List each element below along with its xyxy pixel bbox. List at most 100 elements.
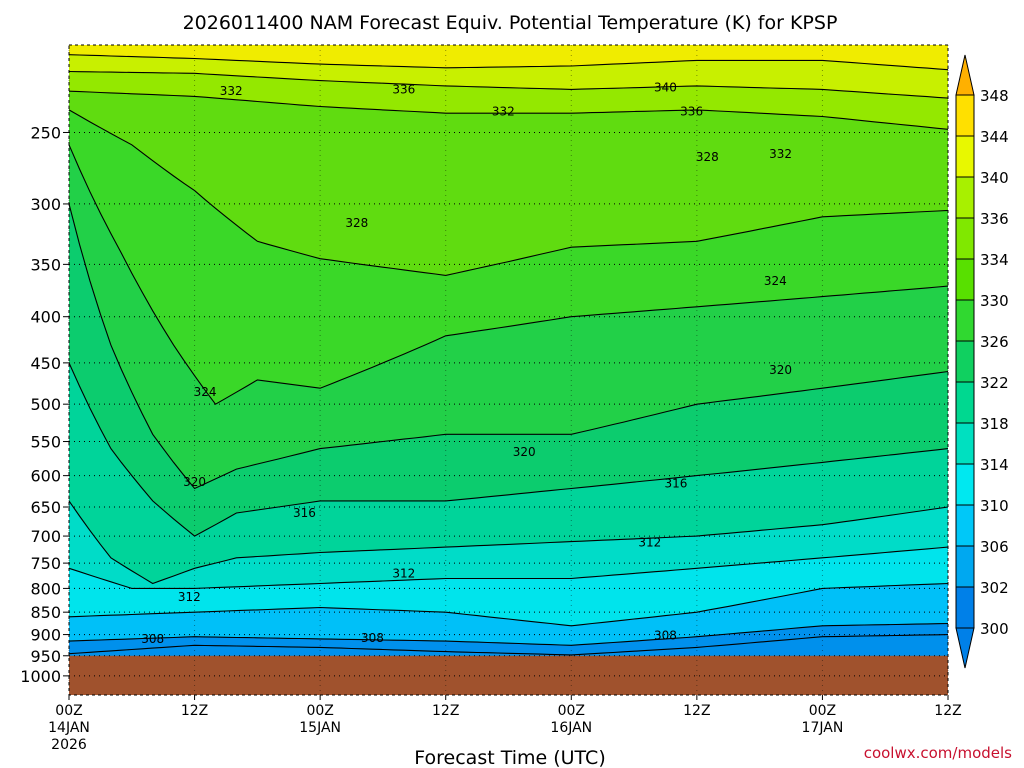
x-tick-label: 16JAN: [550, 720, 592, 736]
colorbar-segment: [955, 176, 975, 219]
contour-label: 320: [769, 363, 792, 377]
colorbar-label: 336: [980, 210, 1009, 228]
contour-label: 328: [696, 150, 719, 164]
contour-label: 312: [178, 590, 201, 604]
contour-line: [68, 54, 949, 71]
contour-label: 308: [361, 631, 384, 645]
contour-label: 324: [764, 274, 787, 288]
y-tick-label: 550: [30, 433, 61, 452]
y-tick-label: 650: [30, 498, 61, 517]
colorbar-label: 326: [980, 333, 1009, 351]
x-axis-label: Forecast Time (UTC): [414, 747, 605, 768]
contour-label: 324: [194, 385, 217, 399]
x-tick-label: 17JAN: [802, 720, 844, 736]
y-tick-label: 600: [30, 467, 61, 486]
y-tick-label: 1000: [20, 667, 61, 686]
ground-area: [69, 655, 948, 695]
colorbar-label: 348: [980, 87, 1009, 105]
colorbar-label: 340: [980, 169, 1009, 187]
y-tick-label: 300: [30, 195, 61, 214]
y-tick-label: 250: [30, 123, 61, 142]
contour-line: [68, 109, 949, 276]
contour-line: [68, 622, 949, 646]
x-tick-label: 15JAN: [299, 720, 341, 736]
colorbar-label: 334: [980, 251, 1009, 269]
contour-label: 308: [654, 628, 677, 642]
contour-line: [68, 90, 949, 130]
colorbar: 348 344 340 336 334 330 326 322 318 314 310 306 302 3…: [955, 54, 1009, 669]
contour-line: [68, 500, 949, 585]
x-tick-label: 00Z: [306, 703, 333, 719]
colorbar-segment: [955, 217, 975, 260]
contour-label: 336: [680, 105, 703, 119]
colorbar-label: 322: [980, 374, 1009, 392]
contour-label: 308: [141, 632, 164, 646]
y-tick-label: 800: [30, 579, 61, 598]
colorbar-bottom-arrow: [955, 627, 975, 669]
contour-line: [68, 362, 949, 537]
contour-label: 340: [654, 81, 677, 95]
contour-label: 312: [638, 536, 661, 550]
colorbar-segment: [955, 135, 975, 178]
contour-label: 320: [183, 475, 206, 489]
colorbar-label: 310: [980, 497, 1009, 515]
colorbar-segment: [955, 94, 975, 137]
colorbar-segment: [955, 340, 975, 383]
contour-label: 336: [392, 82, 415, 96]
contour-line: [68, 203, 949, 490]
y-tick-label: 750: [30, 554, 61, 573]
x-tick-label: 12Z: [683, 703, 710, 719]
contour-line: [68, 70, 949, 99]
contour-line: [68, 582, 949, 627]
colorbar-segment: [955, 258, 975, 301]
colorbar-label: 302: [980, 579, 1009, 597]
x-tick-label: 00Z: [809, 703, 836, 719]
contour-line: [68, 144, 949, 405]
contour-label: 316: [293, 506, 316, 520]
plot-frame: [68, 44, 949, 696]
colorbar-segment: [955, 545, 975, 588]
contour-label: 332: [220, 84, 243, 98]
colorbar-label: 314: [980, 456, 1009, 474]
y-tick-label: 500: [30, 395, 61, 414]
contour-line: [68, 634, 949, 656]
colorbar-label: 300: [980, 620, 1009, 638]
contour-line: [68, 546, 949, 589]
contour-label: 332: [769, 147, 792, 161]
y-tick-label: 950: [30, 647, 61, 666]
x-tick-label: 00Z: [55, 703, 82, 719]
contour-label: 332: [492, 105, 515, 119]
x-tick-label: 00Z: [558, 703, 585, 719]
colorbar-segment: [955, 381, 975, 424]
colorbar-segment: [955, 299, 975, 342]
y-tick-label: 700: [30, 527, 61, 546]
contour-label: 316: [664, 476, 687, 490]
colorbar-label: 318: [980, 415, 1009, 433]
x-tick-label: 12Z: [432, 703, 459, 719]
contour-label: 320: [513, 445, 536, 459]
colorbar-label: 344: [980, 128, 1009, 146]
y-tick-label: 450: [30, 354, 61, 373]
y-axis: 250 300 350 400 450 500 550 600 650 700 750 800 850 9…: [20, 123, 69, 686]
y-tick-label: 900: [30, 626, 61, 645]
colorbar-label: 306: [980, 538, 1009, 556]
y-tick-label: 850: [30, 603, 61, 622]
y-tick-label: 350: [30, 255, 61, 274]
chart-title: 2026011400 NAM Forecast Equiv. Potential…: [183, 12, 838, 34]
x-tick-label: 12Z: [181, 703, 208, 719]
x-tick-label: 2026: [51, 737, 87, 753]
colorbar-segment: [955, 586, 975, 629]
colorbar-segment: [955, 463, 975, 506]
colorbar-segment: [955, 504, 975, 547]
colorbar-label: 330: [980, 292, 1009, 310]
credit-text: coolwx.com/models: [864, 744, 1012, 762]
colorbar-segment: [955, 422, 975, 465]
x-tick-label: 12Z: [934, 703, 961, 719]
colorbar-top-arrow: [955, 54, 975, 96]
contour-label: 328: [345, 216, 368, 230]
x-tick-label: 14JAN: [48, 720, 90, 736]
contour-label: 312: [392, 566, 415, 580]
